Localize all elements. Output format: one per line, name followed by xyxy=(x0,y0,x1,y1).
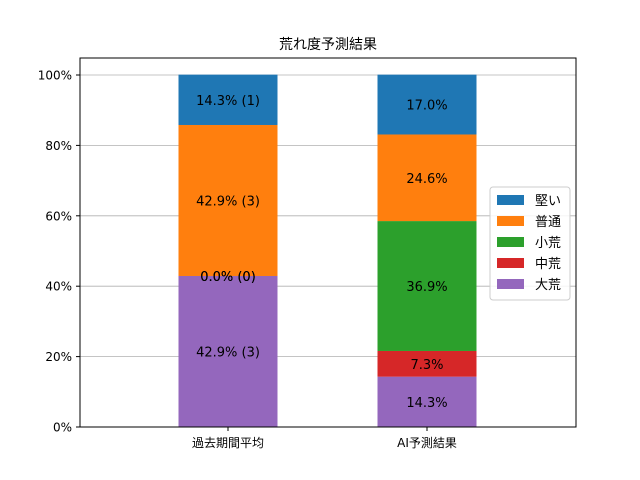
bar-data-label: 36.9% xyxy=(406,280,447,295)
legend-label: 小荒 xyxy=(535,236,561,251)
bar-data-label: 24.6% xyxy=(406,172,447,187)
legend-label: 普通 xyxy=(535,215,561,230)
bar-data-label: 42.9% (3) xyxy=(196,345,260,360)
legend-swatch xyxy=(497,279,524,289)
x-tick-label: 過去期間平均 xyxy=(192,436,264,450)
data-labels-layer: 42.9% (3)0.0% (0)0.0% (0)42.9% (3)14.3% … xyxy=(196,94,448,411)
y-axis: 0% 20% 40% 60% 80% 100% xyxy=(38,69,80,435)
bar-segment xyxy=(377,74,477,135)
legend-swatch xyxy=(497,237,524,247)
bar-segment xyxy=(377,350,477,377)
bar-data-label: 7.3% xyxy=(410,358,443,373)
bars-layer xyxy=(178,74,477,427)
bar-data-label: 0.0% (0) xyxy=(200,270,256,285)
bar-segment xyxy=(178,74,278,125)
y-tick-label: 20% xyxy=(45,350,72,364)
legend-label: 堅い xyxy=(535,194,561,209)
bar-data-label: 14.3% (1) xyxy=(196,94,260,109)
bar-data-label: 17.0% xyxy=(406,99,447,114)
bar-data-label: 0.0% (0) xyxy=(200,270,256,285)
legend-swatch xyxy=(497,195,524,205)
y-tick-label: 60% xyxy=(45,209,72,223)
legend-label: 中荒 xyxy=(535,257,561,272)
bar-segment xyxy=(377,376,477,427)
legend-box xyxy=(489,186,571,301)
bar-data-label: 14.3% xyxy=(406,396,447,411)
y-tick-label: 40% xyxy=(45,280,72,294)
bar-segment xyxy=(377,221,477,351)
bar-segment xyxy=(178,124,278,276)
bar-segment xyxy=(377,134,477,222)
legend-label: 大荒 xyxy=(535,278,561,293)
x-axis: 過去期間平均 AI予測結果 xyxy=(192,427,457,450)
x-tick-label: AI予測結果 xyxy=(397,436,457,450)
y-tick-label: 100% xyxy=(38,69,72,83)
legend-swatch xyxy=(497,258,524,268)
y-tick-label: 0% xyxy=(53,421,72,435)
plot-frame xyxy=(79,57,577,428)
y-tick-label: 80% xyxy=(45,139,72,153)
bar-segment xyxy=(178,275,278,427)
bar-data-label: 42.9% (3) xyxy=(196,194,260,209)
chart-title: 荒れ度予測結果 xyxy=(279,37,377,53)
legend-swatch xyxy=(497,216,524,226)
